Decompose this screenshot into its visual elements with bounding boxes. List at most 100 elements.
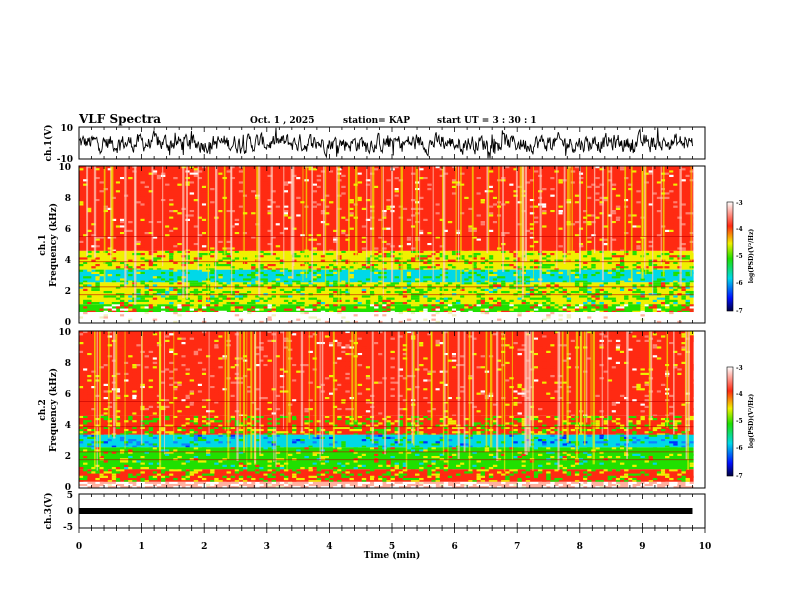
spectrogram-cell bbox=[87, 170, 92, 173]
spectrogram-cell bbox=[83, 276, 88, 279]
spectrogram-cell bbox=[283, 194, 289, 197]
spectrogram-cell bbox=[423, 218, 428, 221]
spectrogram-cell bbox=[288, 284, 293, 287]
spectrogram-cell bbox=[95, 232, 100, 235]
spectrogram-cell bbox=[283, 243, 289, 246]
spectrogram-cell bbox=[218, 177, 223, 180]
spectrogram-cell bbox=[513, 286, 518, 289]
spectrogram-cell bbox=[374, 168, 379, 171]
spectrogram-cell bbox=[578, 247, 584, 250]
spectrogram-cell bbox=[218, 172, 223, 175]
spectrogram-cell bbox=[611, 299, 617, 302]
spectrogram-cell bbox=[193, 293, 199, 296]
spectrogram-cell bbox=[550, 238, 555, 241]
spectrogram-cell bbox=[328, 166, 334, 169]
spectrogram-cell bbox=[611, 190, 617, 193]
spectrogram-cell bbox=[99, 232, 104, 235]
spectrogram-cell bbox=[165, 318, 170, 321]
spectrogram-cell bbox=[562, 308, 567, 311]
spectrogram-cell bbox=[583, 295, 588, 298]
spectrogram-cell bbox=[615, 236, 621, 239]
spectrogram-cell bbox=[312, 276, 317, 279]
spectrogram-cell bbox=[83, 170, 88, 173]
spectrogram-cell bbox=[361, 205, 367, 208]
spectrogram-cell bbox=[152, 174, 158, 177]
spectrogram-cell bbox=[95, 301, 100, 305]
spectrogram-cell bbox=[439, 274, 445, 277]
spectrogram-cell bbox=[652, 304, 658, 307]
spectrogram-cell bbox=[169, 168, 174, 171]
spectrogram-cell bbox=[189, 170, 195, 173]
spectrogram-cell bbox=[554, 268, 559, 270]
spectrogram-cell bbox=[386, 168, 391, 171]
spectrogram-cell bbox=[583, 284, 588, 287]
spectrogram-cell bbox=[288, 196, 293, 199]
spectrogram-cell bbox=[451, 252, 457, 256]
spectrogram-cell bbox=[365, 280, 371, 283]
spectrogram-cell bbox=[464, 179, 469, 182]
spectrogram-cell bbox=[193, 166, 199, 169]
spectrogram-cell bbox=[546, 293, 551, 296]
spectrogram-cell bbox=[533, 288, 539, 291]
spectrogram-cell bbox=[152, 293, 158, 296]
spectrogram-cell bbox=[365, 259, 371, 262]
spectrogram-cell bbox=[275, 192, 281, 195]
spectrogram-cell bbox=[210, 214, 215, 217]
spectrogram-cell bbox=[283, 199, 289, 202]
spectrogram-cell bbox=[206, 304, 211, 307]
spectrogram-cell bbox=[648, 166, 654, 169]
spectrogram-cell bbox=[587, 276, 592, 279]
spectrogram-cell bbox=[193, 261, 199, 264]
spectrogram-cell bbox=[267, 183, 272, 186]
spectrogram-cell bbox=[177, 249, 182, 251]
spectrogram-cell bbox=[251, 212, 256, 215]
spectrogram-cell bbox=[410, 314, 416, 317]
spectrogram-cell bbox=[574, 280, 580, 283]
spectrogram-cell bbox=[447, 166, 453, 169]
spectrogram-cell bbox=[218, 282, 223, 285]
spectrogram-cell bbox=[197, 308, 203, 311]
spectrogram-cell bbox=[152, 201, 158, 204]
spectrogram-cell bbox=[259, 263, 264, 267]
spectrogram-cell bbox=[353, 304, 358, 307]
spectrogram-cell bbox=[107, 181, 113, 184]
spectrogram-cell bbox=[193, 282, 199, 285]
spectrogram-cell bbox=[160, 280, 166, 283]
spectrogram-cell bbox=[140, 188, 145, 191]
spectrogram-cell bbox=[91, 280, 96, 283]
spectrogram-cell bbox=[587, 201, 592, 204]
spectrogram-cell bbox=[226, 290, 231, 294]
spectrogram-cell bbox=[312, 261, 317, 264]
spectrogram-cell bbox=[595, 225, 600, 228]
spectrogram-cell bbox=[140, 218, 145, 221]
spectrogram-cell bbox=[357, 172, 363, 175]
spectrogram-cell bbox=[333, 284, 338, 287]
spectrogram-cell bbox=[386, 223, 391, 226]
spectrogram-cell bbox=[79, 255, 84, 258]
spectrogram-cell bbox=[603, 293, 608, 296]
spectrogram-cell bbox=[488, 234, 494, 237]
spectrogram-cell bbox=[525, 190, 531, 193]
spectrogram-cell bbox=[279, 261, 285, 264]
spectrogram-cell bbox=[497, 276, 502, 279]
spectrogram-cell bbox=[234, 196, 240, 199]
spectrogram-cell bbox=[144, 320, 149, 323]
spectrogram-cell bbox=[443, 172, 449, 175]
spectrogram-cell bbox=[136, 295, 141, 298]
spectrogram-cell bbox=[443, 284, 449, 287]
spectrogram-cell bbox=[669, 286, 674, 289]
spectrogram-cell bbox=[542, 218, 547, 221]
spectrogram-cell bbox=[251, 214, 256, 217]
spectrogram-cell bbox=[497, 280, 502, 283]
spectrogram-cell bbox=[365, 234, 371, 237]
spectrogram-cell bbox=[402, 238, 408, 241]
spectrogram-cell bbox=[419, 192, 424, 195]
spectrogram-cell bbox=[378, 299, 383, 302]
spectrogram-cell bbox=[673, 316, 678, 319]
spectrogram-cell bbox=[226, 261, 231, 264]
spectrogram-cell bbox=[136, 225, 141, 228]
spectrogram-cell bbox=[488, 179, 494, 182]
spectrogram-cell bbox=[173, 194, 178, 197]
spectrogram-cell bbox=[558, 314, 563, 317]
spectrogram-cell bbox=[296, 177, 301, 180]
